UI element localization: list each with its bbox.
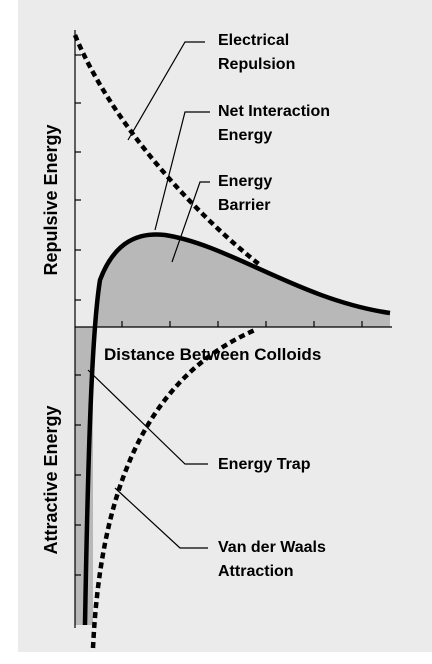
leader: [127, 41, 205, 141]
net-curve: [82, 232, 391, 626]
label: Van der Waals: [218, 539, 326, 556]
label: Repulsion: [218, 56, 295, 73]
label: Net Interaction: [218, 103, 330, 120]
barrier-area: [95, 234, 390, 327]
label: Attraction: [218, 563, 294, 580]
x-axis-label: Distance Between Colloids: [104, 345, 321, 364]
leader: [154, 111, 210, 231]
label: Energy: [218, 173, 272, 190]
y-axis-label: Repulsive Energy: [41, 124, 61, 275]
label: Energy: [218, 127, 272, 144]
label: Barrier: [218, 197, 270, 214]
leader: [87, 369, 208, 465]
label: Electrical: [218, 32, 289, 49]
repulsion-curve: [72, 34, 262, 267]
leader: [114, 487, 208, 549]
attraction-curve: [90, 327, 256, 649]
axes: [74, 30, 392, 628]
label: Energy Trap: [218, 456, 311, 473]
leader: [171, 181, 210, 263]
y-axis-label: Attractive Energy: [41, 405, 61, 554]
